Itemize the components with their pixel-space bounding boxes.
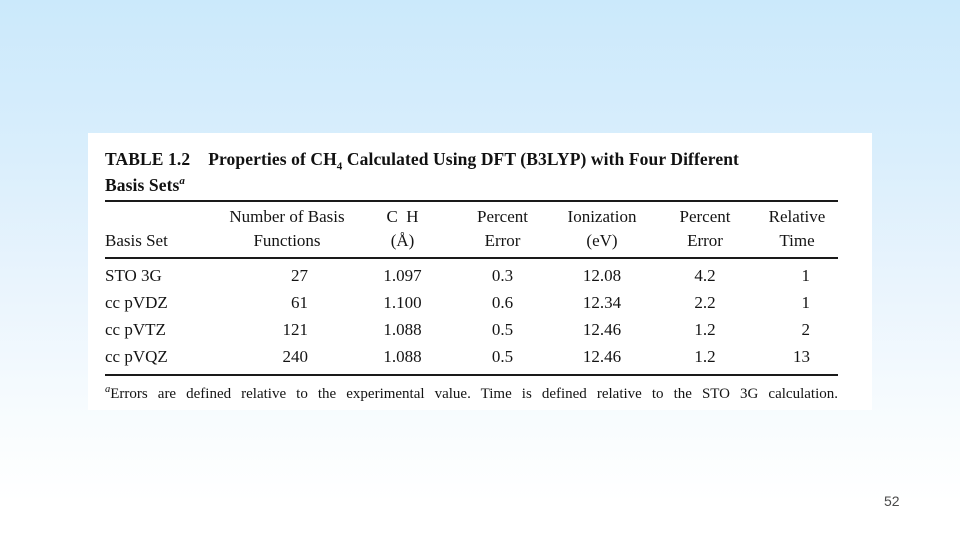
cell-ch-length: 1.097 <box>383 266 422 285</box>
table-rule-bottom <box>105 374 838 376</box>
cell-ionization: 12.46 <box>582 320 622 339</box>
cell-relative-time: 1 <box>801 266 811 285</box>
cell-basis-set: cc pVQZ <box>105 347 168 366</box>
cell-ionization: 12.34 <box>582 293 622 312</box>
table-title-text: Properties of CH <box>208 149 337 169</box>
header-relative-time: Relative Time <box>768 207 826 250</box>
cell-percent-error-ionization: 1.2 <box>694 347 716 366</box>
cell-basis-set: cc pVTZ <box>105 320 166 339</box>
cell-ch-length: 1.100 <box>383 293 422 312</box>
cell-percent-error-ionization: 1.2 <box>694 320 716 339</box>
table-footnote: aErrors are defined relative to the expe… <box>105 384 838 404</box>
table-figure-panel: TABLE 1.2 Properties of CH4 Calculated Us… <box>88 133 872 410</box>
cell-ch-length: 1.088 <box>383 320 422 339</box>
header-percent-error-ionization: Percent Error <box>679 207 731 250</box>
page-number: 52 <box>884 493 900 509</box>
cell-ionization: 12.08 <box>582 266 622 285</box>
cell-percent-error-bond: 0.5 <box>491 347 514 366</box>
cell-num-functions: 121 <box>282 320 309 339</box>
header-percent-error-bond: Percent Error <box>477 207 528 250</box>
table-body: STO 3G 27 1.097 0.3 12.08 4.2 1 cc pVDZ … <box>105 259 838 374</box>
table-title: TABLE 1.2 Properties of CH4 Calculated Us… <box>105 146 838 198</box>
header-ch-bond-length: C H (Å) <box>386 207 419 250</box>
table-header-row: Basis Set Number of Basis Functions C H … <box>105 202 838 257</box>
cell-basis-set: cc pVDZ <box>105 293 168 312</box>
cell-percent-error-bond: 0.3 <box>491 266 514 285</box>
cell-percent-error-ionization: 4.2 <box>694 266 716 285</box>
cell-relative-time: 13 <box>793 347 810 366</box>
header-ionization: Ionization (eV) <box>567 207 637 250</box>
table-content: TABLE 1.2 Properties of CH4 Calculated Us… <box>105 133 838 404</box>
cell-basis-set: STO 3G <box>105 266 162 285</box>
table-row: STO 3G 27 1.097 0.3 12.08 4.2 1 <box>105 262 838 289</box>
cell-num-functions: 61 <box>291 293 308 312</box>
cell-relative-time: 2 <box>801 320 811 339</box>
table-title-line2: Basis Sets <box>105 175 180 195</box>
title-subscript: 4 <box>336 160 343 173</box>
cell-percent-error-bond: 0.6 <box>491 293 514 312</box>
header-number-of-basis-functions: Number of Basis Functions <box>229 207 345 250</box>
table-rule-header <box>105 257 838 259</box>
cell-num-functions: 27 <box>291 266 308 285</box>
footnote-text: Errors are defined relative to the exper… <box>110 386 838 402</box>
footnote-marker-superscript: a <box>179 175 186 188</box>
cell-ch-length: 1.088 <box>383 347 422 366</box>
table-row: cc pVTZ 121 1.088 0.5 12.46 1.2 2 <box>105 316 838 343</box>
footnote-marker: a <box>105 384 111 395</box>
table-row: cc pVQZ 240 1.088 0.5 12.46 1.2 13 <box>105 343 838 370</box>
cell-ionization: 12.46 <box>582 347 622 366</box>
table-rule-top <box>105 200 838 202</box>
cell-percent-error-ionization: 2.2 <box>694 293 716 312</box>
table-row: cc pVDZ 61 1.100 0.6 12.34 2.2 1 <box>105 289 838 316</box>
header-basis-set: Basis Set <box>105 231 168 250</box>
cell-relative-time: 1 <box>801 293 811 312</box>
cell-percent-error-bond: 0.5 <box>491 320 514 339</box>
table-number-label: TABLE 1.2 <box>105 149 191 169</box>
cell-num-functions: 240 <box>282 347 309 366</box>
table-title-text-cont: Calculated Using DFT (B3LYP) with Four D… <box>346 149 739 169</box>
